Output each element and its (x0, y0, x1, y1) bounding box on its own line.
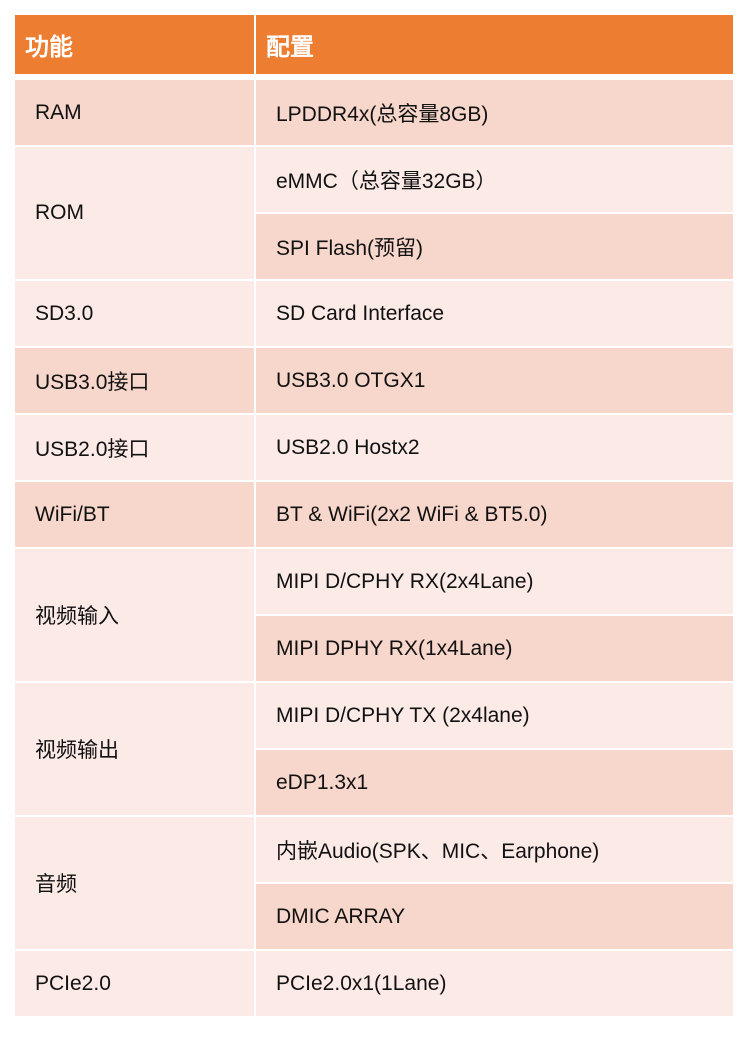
table-row: SD3.0 SD Card Interface (15, 281, 733, 346)
config-cell: eMMC（总容量32GB） (256, 147, 733, 212)
feature-cell: RAM (15, 80, 254, 145)
feature-cell: WiFi/BT (15, 482, 254, 547)
feature-cell: 视频输入 (15, 549, 254, 681)
config-cell: MIPI DPHY RX(1x4Lane) (256, 616, 733, 681)
feature-cell: ROM (15, 147, 254, 279)
config-cell: LPDDR4x(总容量8GB) (256, 80, 733, 145)
table-row: 音频 内嵌Audio(SPK、MIC、Earphone) (15, 817, 733, 949)
table-body: RAM LPDDR4x(总容量8GB) ROM eMMC（总容量32GB） SPI Fl… (15, 80, 733, 1016)
feature-cell: PCIe2.0 (15, 951, 254, 1016)
config-cell: USB3.0 OTGX1 (256, 348, 733, 413)
table-row: DMIC ARRAY (15, 884, 733, 949)
config-cell: PCIe2.0x1(1Lane) (256, 951, 733, 1016)
feature-cell: USB3.0接口 (15, 348, 254, 413)
table-row: MIPI DPHY RX(1x4Lane) (15, 616, 733, 681)
config-cell: MIPI D/CPHY RX(2x4Lane) (256, 549, 733, 614)
feature-cell: 视频输出 (15, 683, 254, 815)
table-row: WiFi/BT BT & WiFi(2x2 WiFi & BT5.0) (15, 482, 733, 547)
table-row: ROM eMMC（总容量32GB） (15, 147, 733, 279)
config-cell: BT & WiFi(2x2 WiFi & BT5.0) (256, 482, 733, 547)
feature-cell: 音频 (15, 817, 254, 949)
feature-cell: SD3.0 (15, 281, 254, 346)
config-cell: 内嵌Audio(SPK、MIC、Earphone) (256, 817, 733, 882)
table-row: PCIe2.0 PCIe2.0x1(1Lane) (15, 951, 733, 1016)
spec-table: 功能 配置 RAM LPDDR4x(总容量8GB) ROM eMMC（总容量32GB）… (13, 13, 735, 1018)
header-feature: 功能 (15, 15, 254, 78)
table-row: 视频输出 MIPI D/CPHY TX (2x4lane) (15, 683, 733, 815)
config-cell: SPI Flash(预留) (256, 214, 733, 279)
header-row: 功能 配置 (15, 15, 733, 78)
header-config: 配置 (256, 15, 733, 78)
feature-cell: USB2.0接口 (15, 415, 254, 480)
table-row: USB2.0接口 USB2.0 Hostx2 (15, 415, 733, 480)
table-row: eDP1.3x1 (15, 750, 733, 815)
table-row: SPI Flash(预留) (15, 214, 733, 279)
config-cell: SD Card Interface (256, 281, 733, 346)
config-cell: USB2.0 Hostx2 (256, 415, 733, 480)
table-row: USB3.0接口 USB3.0 OTGX1 (15, 348, 733, 413)
table-row: RAM LPDDR4x(总容量8GB) (15, 80, 733, 145)
config-cell: eDP1.3x1 (256, 750, 733, 815)
table-row: 视频输入 MIPI D/CPHY RX(2x4Lane) (15, 549, 733, 681)
config-cell: MIPI D/CPHY TX (2x4lane) (256, 683, 733, 748)
config-cell: DMIC ARRAY (256, 884, 733, 949)
